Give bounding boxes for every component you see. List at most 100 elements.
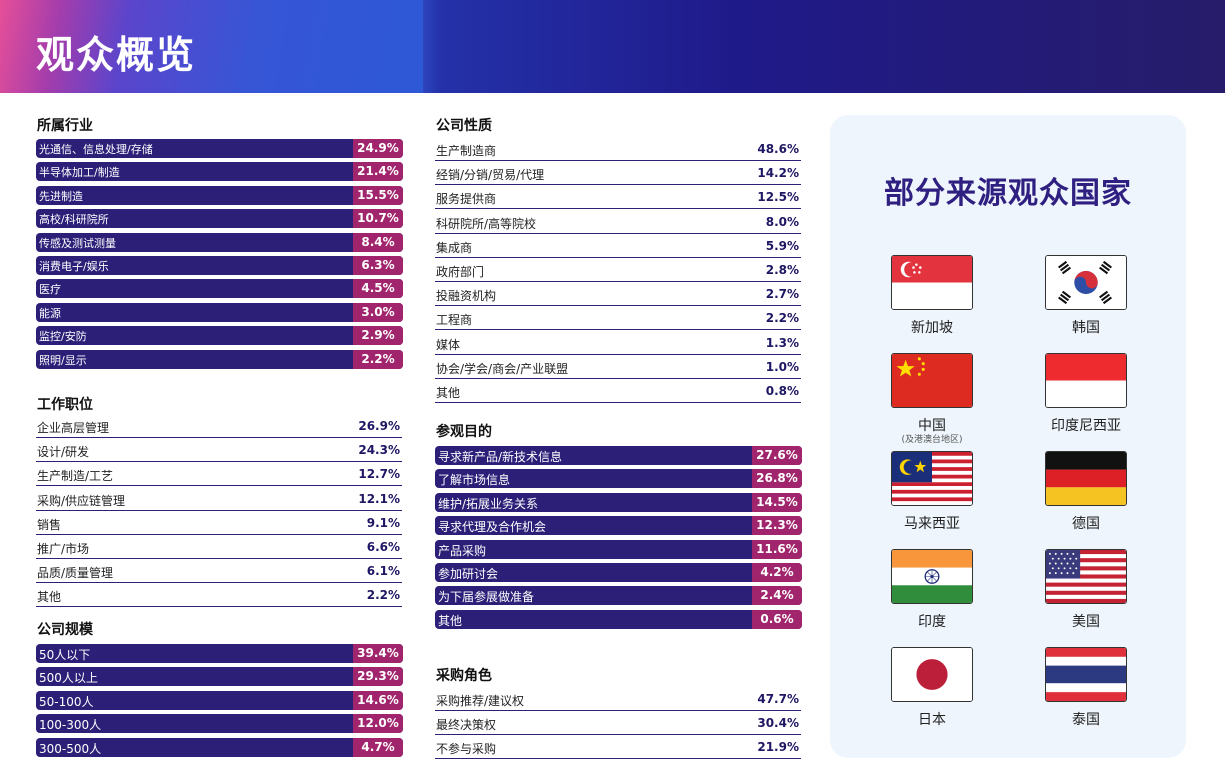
country-name: 马来西亚 xyxy=(904,516,960,532)
thailand-flag-icon xyxy=(1045,647,1127,702)
size-row: 50人以下 39.4% xyxy=(36,644,403,663)
purchase-title: 采购角色 xyxy=(436,668,492,684)
row-label: 科研院所/高等院校 xyxy=(436,216,537,231)
row-label: 照明/显示 xyxy=(39,353,87,367)
row-label: 集成商 xyxy=(436,240,473,255)
purpose-row: 维护/拓展业务关系 14.5% xyxy=(435,492,802,512)
purpose-row: 其他 0.6% xyxy=(435,609,802,629)
indonesia-flag-icon xyxy=(1045,353,1127,408)
position-row: 其他 2.2% xyxy=(36,584,402,608)
purpose-row: 产品采购 11.6% xyxy=(435,539,802,559)
position-row: 品质/质量管理 6.1% xyxy=(36,560,402,584)
nature-row: 生产制造商 48.6% xyxy=(435,138,801,161)
row-value: 8.4% xyxy=(353,232,403,252)
row-label: 50人以下 xyxy=(39,648,91,662)
row-label: 其他 xyxy=(37,590,62,605)
row-label: 协会/学会/商会/产业联盟 xyxy=(436,361,569,376)
page-title: 观众概览 xyxy=(36,33,197,77)
row-value: 3.0% xyxy=(353,302,403,322)
country-name: 印度 xyxy=(918,614,946,630)
row-value: 2.9% xyxy=(353,326,403,346)
row-label: 为下届参展做准备 xyxy=(438,590,535,605)
japan-flag-icon xyxy=(891,647,973,702)
header-banner: 观众概览 xyxy=(0,0,1225,93)
country-name: 中国 xyxy=(918,418,946,434)
country-name: 韩国 xyxy=(1072,320,1100,336)
row-label: 光通信、信息处理/存储 xyxy=(39,143,153,156)
row-value: 15.5% xyxy=(353,185,403,205)
row-label: 监控/安防 xyxy=(39,330,87,344)
position-title: 工作职位 xyxy=(37,397,93,413)
nature-list: 生产制造商 48.6% 经销/分销/贸易/代理 14.2% 服务提供商 12.5% 科… xyxy=(435,138,801,404)
row-label: 100-300人 xyxy=(39,718,102,733)
china-flag-icon xyxy=(891,353,973,408)
size-list: 50人以下 39.4% 500人以上 29.3% 50-100人 14.6% 100-… xyxy=(36,644,403,761)
row-label: 寻求新产品/新技术信息 xyxy=(438,450,563,464)
row-value: 1.0% xyxy=(765,359,799,374)
germany-flag-icon xyxy=(1045,451,1127,506)
row-value: 4.7% xyxy=(353,737,403,757)
row-label: 推广/市场 xyxy=(37,541,90,556)
industry-title: 所属行业 xyxy=(37,118,93,134)
purchase-list: 采购推荐/建议权 47.7% 最终决策权 30.4% 不参与采购 21.9% xyxy=(435,688,801,761)
singapore-flag-icon xyxy=(891,255,973,310)
row-label: 经销/分销/贸易/代理 xyxy=(436,168,545,183)
country-name: 泰国 xyxy=(1072,712,1100,728)
industry-row: 传感及测试测量 8.4% xyxy=(36,232,403,252)
purpose-list: 寻求新产品/新技术信息 27.6% 了解市场信息 26.8% 维护/拓展业务关系 14… xyxy=(435,446,802,633)
row-label: 工程商 xyxy=(436,313,473,328)
row-value: 11.6% xyxy=(752,539,802,559)
row-label: 高校/科研院所 xyxy=(39,213,109,227)
industry-row: 半导体加工/制造 21.4% xyxy=(36,162,403,182)
industry-row: 监控/安防 2.9% xyxy=(36,326,403,346)
row-value: 39.4% xyxy=(353,644,403,663)
industry-row: 医疗 4.5% xyxy=(36,279,403,299)
country-name: 印度尼西亚 xyxy=(1051,418,1121,434)
row-value: 21.4% xyxy=(353,162,403,182)
nature-row: 其他 0.8% xyxy=(435,380,801,403)
row-label: 投融资机构 xyxy=(436,289,497,304)
size-row: 500人以上 29.3% xyxy=(36,667,403,687)
row-label: 医疗 xyxy=(39,283,61,297)
purpose-row: 寻求新产品/新技术信息 27.6% xyxy=(435,446,802,465)
country-subtitle: (及港澳台地区) xyxy=(901,435,963,445)
row-value: 48.6% xyxy=(757,142,799,156)
row-label: 设计/研发 xyxy=(37,445,90,460)
nature-row: 经销/分销/贸易/代理 14.2% xyxy=(435,162,801,186)
row-label: 能源 xyxy=(39,306,61,320)
purpose-row: 寻求代理及合作机会 12.3% xyxy=(435,516,802,536)
row-label: 其他 xyxy=(436,385,461,400)
position-row: 采购/供应链管理 12.1% xyxy=(36,488,402,511)
row-value: 2.2% xyxy=(366,588,400,603)
row-label: 300-500人 xyxy=(39,741,102,756)
countries-panel: 部分来源观众国家 新加坡 韩国 xyxy=(830,115,1186,758)
row-label: 半导体加工/制造 xyxy=(39,166,120,180)
row-value: 14.6% xyxy=(353,690,403,710)
purchase-row: 采购推荐/建议权 47.7% xyxy=(435,688,801,711)
row-label: 品质/质量管理 xyxy=(37,566,114,581)
row-label: 其他 xyxy=(438,613,463,628)
korea-flag-icon xyxy=(1045,255,1127,310)
row-value: 9.1% xyxy=(366,515,400,530)
usa-flag-icon xyxy=(1045,549,1127,604)
position-row: 销售 9.1% xyxy=(36,512,402,535)
industry-row: 光通信、信息处理/存储 24.9% xyxy=(36,139,403,158)
row-value: 5.9% xyxy=(765,238,799,253)
row-value: 2.4% xyxy=(752,586,802,606)
purpose-row: 参加研讨会 4.2% xyxy=(435,562,802,582)
row-value: 8.0% xyxy=(765,214,799,229)
position-row: 生产制造/工艺 12.7% xyxy=(36,463,402,487)
row-label: 媒体 xyxy=(436,337,461,352)
nature-row: 工程商 2.2% xyxy=(435,307,801,331)
row-label: 消费电子/娱乐 xyxy=(39,259,109,273)
row-value: 0.8% xyxy=(765,383,799,398)
row-value: 27.6% xyxy=(752,446,802,465)
row-label: 不参与采购 xyxy=(436,742,497,757)
row-value: 14.2% xyxy=(757,166,799,181)
row-value: 1.3% xyxy=(765,335,799,350)
row-label: 企业高层管理 xyxy=(37,421,110,435)
nature-title: 公司性质 xyxy=(436,118,492,134)
country-name: 美国 xyxy=(1072,614,1100,630)
purpose-row: 为下届参展做准备 2.4% xyxy=(435,586,802,606)
row-value: 2.7% xyxy=(765,287,799,302)
